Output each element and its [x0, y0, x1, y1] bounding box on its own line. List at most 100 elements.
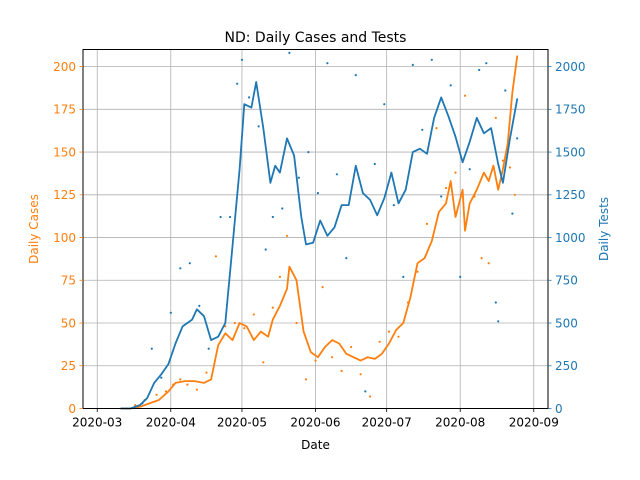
- tests-point: [411, 63, 414, 66]
- cases-point: [186, 383, 189, 386]
- tests-point: [459, 275, 462, 278]
- x-tick-label: 2020-08: [435, 416, 485, 430]
- cases-point: [233, 321, 236, 325]
- tests-point: [326, 62, 329, 65]
- tests-line: [120, 81, 519, 410]
- right-tick-label: 750: [555, 274, 578, 288]
- cases-point: [340, 369, 343, 372]
- cases-point: [444, 186, 448, 190]
- tests-point: [402, 275, 405, 278]
- tests-point: [485, 62, 488, 65]
- tests-point: [307, 151, 310, 154]
- x-tick-label: 2020-06: [290, 416, 340, 430]
- tests-point: [236, 82, 239, 85]
- left-y-axis: 0 25 50 75 100 125 150 175 200: [53, 60, 83, 416]
- x-tick-label: 2020-09: [509, 416, 559, 430]
- right-tick-label: 1500: [555, 145, 586, 159]
- tests-point: [468, 168, 471, 171]
- cases-point: [501, 159, 504, 162]
- cases-point: [494, 116, 497, 119]
- cases-point: [416, 270, 419, 273]
- tests-point: [281, 207, 284, 210]
- cases-point: [487, 262, 490, 265]
- cases-point: [304, 378, 308, 381]
- tests-point: [504, 89, 507, 92]
- tests-point: [150, 347, 153, 350]
- tests-point: [392, 204, 395, 207]
- left-tick-label: 100: [53, 231, 76, 245]
- cases-point: [271, 306, 274, 309]
- tests-point: [288, 51, 291, 55]
- tests-point: [449, 84, 452, 87]
- x-tick-label: 2020-04: [146, 416, 196, 430]
- tests-point: [198, 304, 201, 307]
- cases-point: [480, 257, 483, 260]
- tests-point: [516, 137, 519, 140]
- tests-point: [421, 128, 424, 131]
- x-tick-label: 2020-07: [362, 416, 412, 430]
- right-tick-label: 2000: [555, 60, 586, 74]
- x-tick-label: 2020-05: [217, 416, 267, 430]
- left-tick-label: 50: [61, 316, 76, 330]
- right-tick-label: 0: [555, 402, 563, 416]
- right-axis-title: Daily Tests: [597, 197, 611, 261]
- cases-point: [508, 166, 512, 169]
- tests-point: [229, 215, 232, 219]
- tests-point: [240, 58, 244, 61]
- cases-point: [195, 388, 198, 391]
- left-axis-title: Daily Cases: [27, 194, 41, 264]
- series-layer: [120, 51, 519, 410]
- right-tick-label: 1250: [555, 188, 586, 202]
- tests-point: [160, 376, 163, 379]
- tests-point: [179, 267, 182, 270]
- chart-title: ND: Daily Cases and Tests: [225, 30, 407, 46]
- tests-point: [248, 96, 251, 99]
- cases-point: [463, 94, 467, 97]
- tests-point: [207, 347, 210, 350]
- tests-point: [511, 212, 514, 215]
- cases-point: [314, 359, 317, 362]
- tests-point: [219, 215, 222, 219]
- tests-point: [497, 320, 500, 323]
- cases-point: [205, 371, 208, 374]
- cases-point: [243, 327, 246, 330]
- x-tick-label: 2020-03: [72, 416, 122, 430]
- left-tick-label: 125: [53, 188, 76, 202]
- tests-point: [373, 162, 376, 166]
- right-y-axis: 0 250 500 750 1000 1250 1500 1750 2000: [548, 60, 586, 416]
- tests-point: [316, 192, 319, 195]
- cases-line: [120, 55, 519, 410]
- cases-point: [513, 193, 516, 196]
- cases-point: [350, 345, 353, 349]
- cases-point: [331, 356, 334, 359]
- x-axis: 2020-03 2020-04 2020-05 2020-06 2020-07 2020-…: [72, 408, 559, 430]
- cases-point: [435, 127, 438, 130]
- right-tick-label: 1750: [555, 103, 586, 117]
- tests-point: [383, 103, 386, 106]
- tests-point: [297, 176, 300, 179]
- tests-point: [257, 125, 260, 128]
- cases-point: [295, 321, 298, 325]
- cases-point: [285, 234, 289, 237]
- cases-point: [262, 361, 265, 364]
- cases-point: [425, 222, 429, 225]
- tests-point: [335, 173, 338, 176]
- tests-point: [494, 301, 497, 304]
- tests-point: [169, 311, 172, 314]
- right-tick-label: 250: [555, 359, 578, 373]
- tests-point: [264, 248, 267, 251]
- x-axis-title: Date: [301, 438, 330, 452]
- tests-point: [478, 68, 481, 72]
- left-tick-label: 200: [53, 60, 76, 74]
- tests-point: [354, 74, 357, 77]
- tests-point: [188, 262, 191, 265]
- cases-point: [359, 373, 362, 376]
- cases-point: [278, 275, 281, 278]
- tests-point: [345, 257, 348, 260]
- cases-point: [252, 313, 255, 316]
- cases-point: [387, 330, 391, 333]
- cases-point: [155, 393, 158, 396]
- left-tick-label: 150: [53, 145, 76, 159]
